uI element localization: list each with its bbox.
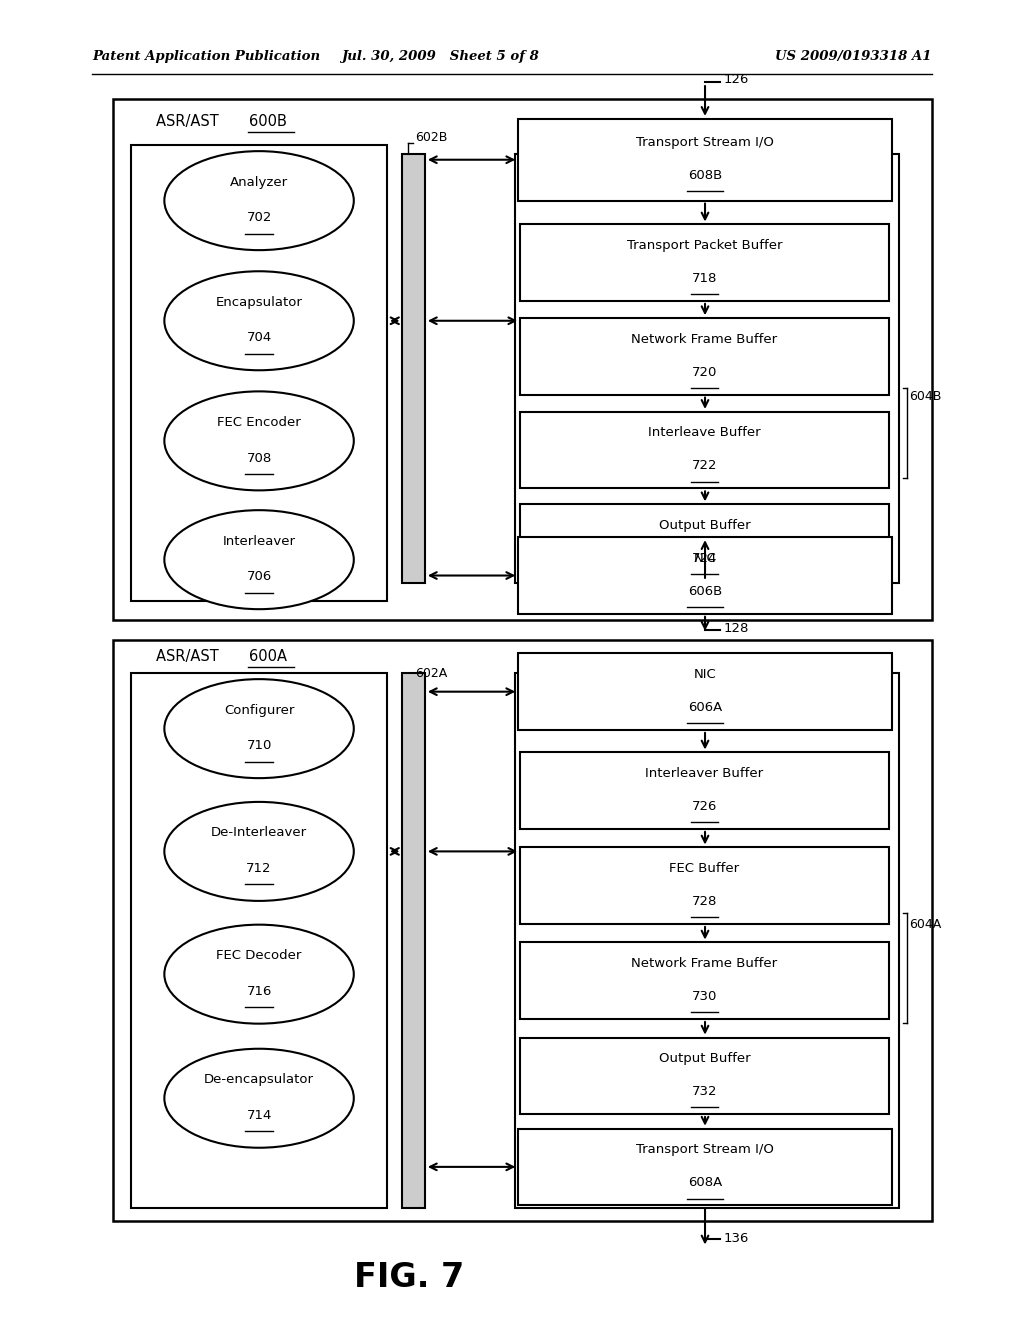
Text: 600A: 600A <box>249 648 287 664</box>
Text: 602A: 602A <box>415 667 446 680</box>
Text: ASR/AST: ASR/AST <box>156 114 223 129</box>
Text: 714: 714 <box>247 1109 271 1122</box>
Bar <box>402 154 425 583</box>
Text: Network Frame Buffer: Network Frame Buffer <box>632 957 777 970</box>
Bar <box>131 673 387 1208</box>
Text: 724: 724 <box>692 552 717 565</box>
Text: Configurer: Configurer <box>224 704 294 717</box>
Text: 710: 710 <box>247 739 271 752</box>
Text: 722: 722 <box>692 459 717 473</box>
Text: 606B: 606B <box>688 585 722 598</box>
Ellipse shape <box>164 272 354 370</box>
Text: 604A: 604A <box>909 917 941 931</box>
Text: 728: 728 <box>692 895 717 908</box>
Bar <box>518 653 892 730</box>
Text: FEC Encoder: FEC Encoder <box>217 416 301 429</box>
Ellipse shape <box>164 152 354 251</box>
Text: 730: 730 <box>692 990 717 1003</box>
Ellipse shape <box>164 678 354 777</box>
Ellipse shape <box>164 511 354 610</box>
Bar <box>515 673 899 1208</box>
Bar <box>515 154 899 583</box>
Text: Transport Stream I/O: Transport Stream I/O <box>636 136 774 149</box>
Text: Output Buffer: Output Buffer <box>658 519 751 532</box>
Text: Analyzer: Analyzer <box>230 176 288 189</box>
Text: ASR/AST: ASR/AST <box>156 648 223 664</box>
Bar <box>520 1038 889 1114</box>
Text: FIG. 7: FIG. 7 <box>354 1262 465 1294</box>
Text: 720: 720 <box>692 366 717 379</box>
Text: 600B: 600B <box>249 114 287 129</box>
Ellipse shape <box>164 391 354 491</box>
Text: De-Interleaver: De-Interleaver <box>211 826 307 840</box>
Bar <box>113 640 932 1221</box>
Text: 606A: 606A <box>688 701 722 714</box>
Text: US 2009/0193318 A1: US 2009/0193318 A1 <box>775 50 932 63</box>
Text: Network Frame Buffer: Network Frame Buffer <box>632 333 777 346</box>
Ellipse shape <box>164 1048 354 1147</box>
Ellipse shape <box>164 924 354 1024</box>
Text: 716: 716 <box>247 985 271 998</box>
Text: 604B: 604B <box>909 389 942 403</box>
Text: 706: 706 <box>247 570 271 583</box>
Text: 718: 718 <box>692 272 717 285</box>
Bar <box>520 752 889 829</box>
Text: 608B: 608B <box>688 169 722 182</box>
Bar <box>131 145 387 601</box>
Text: 128: 128 <box>723 622 749 635</box>
Text: Patent Application Publication: Patent Application Publication <box>92 50 321 63</box>
Bar <box>520 847 889 924</box>
Bar <box>518 119 892 201</box>
Text: De-encapsulator: De-encapsulator <box>204 1073 314 1086</box>
Text: Interleave Buffer: Interleave Buffer <box>648 426 761 440</box>
Text: Jul. 30, 2009   Sheet 5 of 8: Jul. 30, 2009 Sheet 5 of 8 <box>341 50 540 63</box>
Text: Output Buffer: Output Buffer <box>658 1052 751 1065</box>
Text: 708: 708 <box>247 451 271 465</box>
Text: Interleaver Buffer: Interleaver Buffer <box>645 767 764 780</box>
Text: 608A: 608A <box>688 1176 722 1189</box>
Bar <box>518 1129 892 1205</box>
Bar <box>518 537 892 614</box>
Text: Transport Packet Buffer: Transport Packet Buffer <box>627 239 782 252</box>
Text: 126: 126 <box>723 73 749 86</box>
Bar <box>113 99 932 620</box>
Text: Encapsulator: Encapsulator <box>216 296 302 309</box>
Text: FEC Buffer: FEC Buffer <box>670 862 739 875</box>
Bar <box>520 942 889 1019</box>
Ellipse shape <box>164 803 354 902</box>
Bar <box>520 318 889 395</box>
Text: 732: 732 <box>692 1085 717 1098</box>
Text: 726: 726 <box>692 800 717 813</box>
Bar <box>520 504 889 581</box>
Bar <box>402 673 425 1208</box>
Text: Transport Stream I/O: Transport Stream I/O <box>636 1143 774 1156</box>
Text: 602B: 602B <box>415 131 447 144</box>
Text: 136: 136 <box>723 1232 749 1245</box>
Bar <box>520 412 889 488</box>
Text: FEC Decoder: FEC Decoder <box>216 949 302 962</box>
Bar <box>520 224 889 301</box>
Text: NIC: NIC <box>693 668 717 681</box>
Text: 712: 712 <box>247 862 271 875</box>
Text: 704: 704 <box>247 331 271 345</box>
Text: Interleaver: Interleaver <box>222 535 296 548</box>
Text: NIC: NIC <box>693 552 717 565</box>
Text: 702: 702 <box>247 211 271 224</box>
